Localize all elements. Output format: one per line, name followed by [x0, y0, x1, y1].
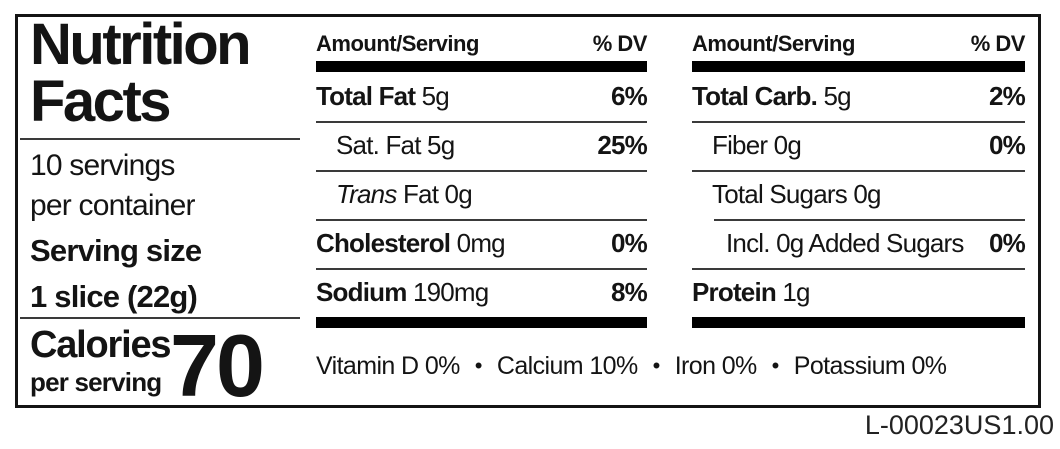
nutrient-column-carb: Amount/Serving % DV Total Carb. 5g 2% Fiber …: [692, 25, 1026, 328]
nutrient-name: Incl. 0g Added Sugars: [726, 228, 964, 259]
header-amount-serving: Amount/Serving: [692, 31, 855, 56]
nutrition-facts-title: Nutrition Facts: [30, 12, 252, 134]
nutrient-dv-value: 2%: [989, 81, 1026, 111]
nutrient-name-segment: Fiber 0g: [712, 130, 802, 160]
nutrient-name-segment: 1g: [775, 277, 810, 307]
serving-size-value: 1 slice (22g): [30, 279, 198, 314]
label-border: [15, 14, 1041, 408]
title-line1: Nutrition: [30, 12, 252, 77]
nutrient-dv-value: 0%: [611, 228, 648, 258]
thick-bar-top: [316, 61, 647, 72]
label-code: L-00023US1.00: [864, 410, 1054, 440]
nutrient-row: Protein 1g: [692, 268, 1025, 317]
calories-value: 70: [170, 316, 265, 415]
nutrient-dv-value: 6%: [611, 81, 648, 111]
calories-label: Calories: [30, 324, 172, 366]
nutrient-name-segment: 0mg: [450, 228, 506, 258]
bullet-separator: •: [474, 353, 483, 378]
nutrient-name: Protein 1g: [692, 277, 811, 308]
nutrient-name: Total Sugars 0g: [712, 179, 881, 210]
nutrient-dv-value: 0%: [989, 228, 1026, 258]
nutrient-name-segment: Incl. 0g Added Sugars: [726, 228, 964, 258]
servings-line2: per container: [30, 189, 196, 222]
thick-bar-top: [692, 61, 1025, 72]
nutrient-name: Cholesterol 0mg: [316, 228, 506, 259]
servings-per-container: 10 servings per container: [30, 146, 196, 226]
header-percent-dv: % DV: [592, 31, 648, 56]
micronutrient-item: Calcium 10%: [496, 352, 638, 380]
nutrient-name-segment: Cholesterol: [316, 228, 451, 258]
nutrient-dv-value: 8%: [611, 277, 648, 307]
nutrient-name: Total Fat 5g: [316, 81, 450, 112]
bullet-separator: •: [652, 353, 661, 378]
title-line2: Facts: [30, 69, 172, 134]
divider-under-title: [20, 138, 300, 140]
column-header: Amount/Serving % DV: [316, 25, 648, 61]
header-amount-serving: Amount/Serving: [316, 31, 479, 56]
nutrient-name-segment: Protein: [692, 277, 777, 307]
nutrient-name-segment: Total Carb.: [692, 81, 818, 111]
nutrient-name-segment: Fat 0g: [396, 179, 473, 209]
thick-bar-bottom: [316, 317, 647, 328]
nutrient-dv-value: 0%: [989, 130, 1026, 160]
serving-size-label: Serving size: [30, 233, 202, 268]
servings-line1: 10 servings: [30, 149, 175, 182]
thick-bar-bottom: [692, 317, 1025, 328]
nutrient-name: Sat. Fat 5g: [336, 130, 455, 161]
divider-above-calories: [20, 317, 300, 319]
nutrient-name-segment: Sat. Fat 5g: [336, 130, 455, 160]
nutrient-row: Trans Fat 0g: [316, 170, 647, 219]
nutrient-name: Total Carb. 5g: [692, 81, 852, 112]
serving-size: Serving size 1 slice (22g): [30, 228, 202, 320]
micronutrients-line: Vitamin D 0% • Calcium 10% • Iron 0% • Potassi…: [316, 352, 1028, 381]
nutrient-row: Incl. 0g Added Sugars 0%: [692, 219, 1026, 268]
nutrient-row: Total Sugars 0g: [692, 170, 1025, 219]
nutrient-name-segment: Trans: [336, 179, 397, 209]
nutrient-row: Sodium 190mg 8%: [316, 268, 648, 317]
bullet-separator: •: [771, 353, 780, 378]
column-header: Amount/Serving % DV: [692, 25, 1026, 61]
nutrient-row: Sat. Fat 5g 25%: [316, 121, 648, 170]
nutrient-dv-value: 25%: [597, 130, 647, 160]
nutrient-name: Sodium 190mg: [316, 277, 489, 308]
nutrient-row: Total Carb. 5g 2%: [692, 72, 1026, 121]
micronutrient-item: Iron 0%: [674, 352, 758, 380]
micronutrient-item: Potassium 0%: [793, 352, 947, 380]
nutrient-name-segment: Sodium: [316, 277, 407, 307]
nutrient-row: Total Fat 5g 6%: [316, 72, 648, 121]
micronutrient-item: Vitamin D 0%: [316, 352, 460, 380]
nutrient-name: Trans Fat 0g: [336, 179, 473, 210]
nutrient-column-fat: Amount/Serving % DV Total Fat 5g 6% Sat. Fat…: [316, 25, 648, 328]
nutrient-name: Fiber 0g: [712, 130, 802, 161]
nutrient-name-segment: Total Sugars 0g: [712, 179, 881, 209]
nutrient-name-segment: 5g: [817, 81, 851, 111]
nutrient-name-segment: 190mg: [406, 277, 489, 307]
nutrient-name-segment: 5g: [415, 81, 450, 111]
nutrient-name-segment: Total Fat: [316, 81, 416, 111]
calories-sublabel: per serving: [30, 367, 162, 397]
nutrient-row: Fiber 0g 0%: [692, 121, 1026, 170]
header-percent-dv: % DV: [970, 31, 1026, 56]
nutrient-row: Cholesterol 0mg 0%: [316, 219, 648, 268]
